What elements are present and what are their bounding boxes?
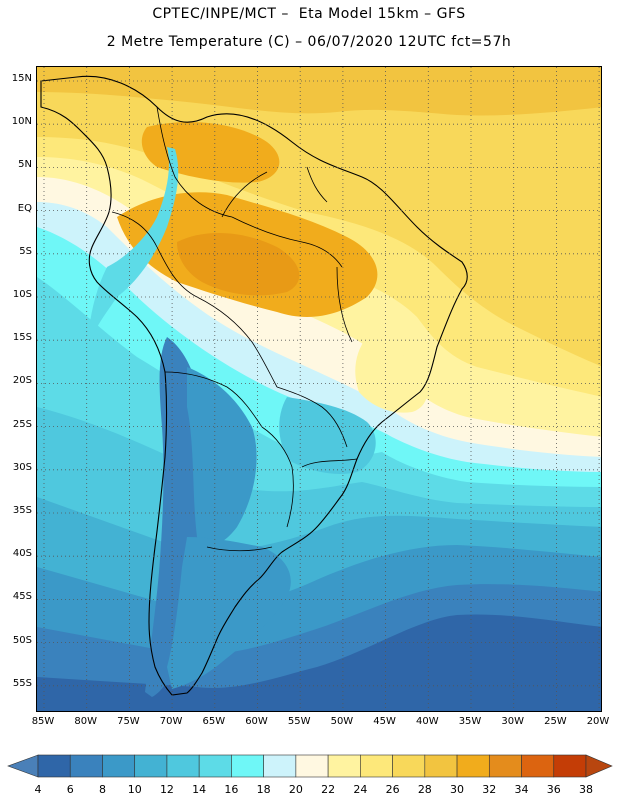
colorbar-segment [553, 754, 587, 778]
colorbar-tick-label: 32 [482, 783, 497, 796]
colorbar-tick-label: 28 [417, 783, 432, 796]
colorbar-tick-label: 22 [321, 783, 336, 796]
lat-label: 30S [12, 461, 32, 473]
lon-label: 75W [117, 716, 140, 727]
colorbar-tick-label: 20 [288, 783, 303, 796]
southeast-brazil-warm [355, 337, 428, 413]
temperature-map [36, 66, 602, 712]
lon-label: 65W [202, 716, 226, 727]
lat-label: 15S [12, 332, 32, 344]
map-canvas [37, 67, 601, 711]
temp-band-32-34-amazon [177, 232, 300, 296]
lat-label: 10S [12, 289, 32, 300]
colorbar-low-arrow [7, 754, 39, 778]
southern-brazil-mild [279, 397, 376, 474]
lat-label: 5N [18, 159, 32, 171]
colorbar-tick-label: 26 [385, 783, 400, 796]
colorbar-tick-label: 24 [353, 783, 368, 796]
lon-label: 60W [245, 716, 268, 727]
lat-label: EQ [17, 202, 32, 214]
colorbar-segment [69, 754, 103, 778]
lat-label: 40S [12, 548, 32, 560]
lat-label: 20S [12, 375, 32, 387]
colorbar-high-arrow [585, 754, 613, 778]
lon-label: 55W [287, 716, 311, 727]
colorbar-segment [456, 754, 490, 778]
lon-label: 80W [74, 716, 97, 727]
lon-label: 40W [415, 716, 439, 727]
lon-label: 70W [159, 716, 183, 727]
colorbar-segment [134, 754, 168, 778]
lat-label: 55S [12, 677, 32, 689]
lon-label: 45W [373, 716, 396, 727]
colorbar-tick-label: 34 [514, 783, 529, 796]
patagonia-land [167, 537, 291, 689]
lon-label: 25W [544, 716, 567, 727]
lat-label: 10N [11, 116, 32, 128]
colorbar-segment [488, 754, 522, 778]
colorbar-tick-label: 36 [546, 783, 561, 796]
colorbar-segment [424, 754, 458, 778]
colorbar-tick-label: 10 [127, 783, 142, 796]
lon-label: 85W [31, 716, 55, 727]
country-borders [111, 106, 358, 552]
altiplano-cool [187, 367, 257, 546]
lon-label: 20W [586, 716, 610, 727]
colorbar-segment [198, 754, 232, 778]
colorbar-segment [263, 754, 297, 778]
colorbar-segment [166, 754, 200, 778]
colorbar-segment [37, 754, 71, 778]
lon-label: 35W [458, 716, 482, 727]
colorbar-tick-label: 14 [192, 783, 207, 796]
colorbar-tick-label: 4 [34, 783, 42, 796]
temp-band-28-30 [37, 67, 601, 116]
colorbar-tick-label: 12 [159, 783, 174, 796]
andes-north-cool [89, 147, 179, 332]
lon-label: 50W [330, 716, 354, 727]
lat-label: 45S [12, 591, 32, 603]
colorbar-segment [392, 754, 426, 778]
colorbar-segment [327, 754, 361, 778]
colorbar-tick-label: 30 [450, 783, 465, 796]
colorbar-segment [102, 754, 136, 778]
colorbar-tick-label: 38 [579, 783, 593, 796]
lat-label: 15N [11, 73, 32, 84]
lat-label: 35S [12, 505, 32, 516]
colorbar-tick-label: 16 [224, 783, 239, 796]
lat-label: 50S [12, 634, 32, 646]
lon-label: 30W [501, 716, 524, 727]
coastline [40, 75, 468, 696]
colorbar-segment [521, 754, 555, 778]
colorbar-segment [360, 754, 393, 778]
colorbar-segment [295, 754, 329, 778]
map-title-line1: CPTEC/INPE/MCT – Eta Model 15km – GFS [152, 6, 466, 22]
colorbar-tick-label: 18 [256, 783, 271, 796]
colorbar-segment [231, 754, 264, 778]
colorbar-tick-label: 6 [66, 783, 74, 796]
map-title-line2: 2 Metre Temperature (C) – 06/07/2020 12U… [106, 34, 512, 50]
lat-label: 5S [19, 245, 32, 257]
colorbar-tick-label: 8 [98, 783, 106, 796]
lat-label: 25S [12, 418, 32, 430]
